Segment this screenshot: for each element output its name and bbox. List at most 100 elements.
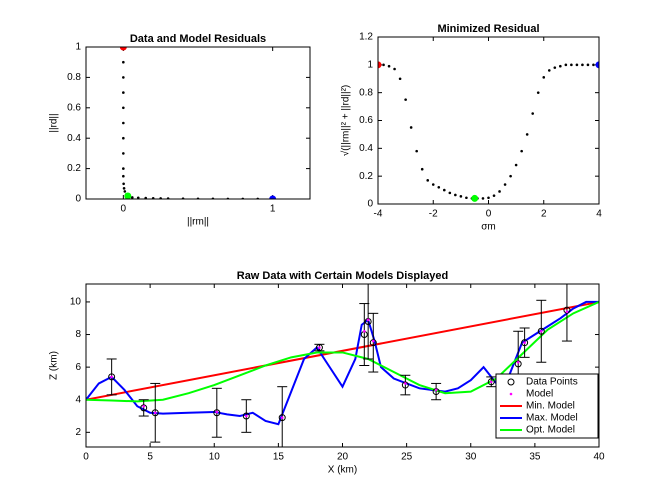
y-tick-label: 0.2	[359, 171, 373, 182]
point	[489, 380, 493, 384]
data-point	[369, 339, 377, 347]
x-tick-label: 4	[596, 209, 602, 220]
y-tick-label: 0.4	[67, 133, 81, 144]
point	[487, 196, 490, 200]
x-tick-label: 25	[401, 452, 413, 463]
data-point	[140, 404, 148, 412]
point	[559, 64, 562, 68]
y-tick-label: 0.6	[67, 102, 81, 113]
point	[123, 190, 127, 193]
x-tick-label: 35	[529, 452, 541, 463]
point	[516, 360, 520, 364]
point	[492, 194, 496, 197]
data-point	[432, 388, 440, 396]
point	[481, 197, 485, 200]
data-point	[278, 414, 286, 422]
y-tick-label: 0	[367, 199, 373, 210]
data-point	[151, 409, 159, 417]
model-line	[86, 300, 599, 401]
point	[318, 346, 321, 349]
model-line	[86, 301, 599, 403]
point	[122, 106, 125, 110]
point	[547, 69, 551, 72]
series-layer	[86, 284, 599, 447]
x-tick-label: -2	[429, 209, 438, 220]
point	[523, 341, 526, 344]
legend-swatch	[507, 378, 515, 386]
point	[122, 174, 125, 178]
x-tick-label: 0	[486, 209, 492, 220]
y-tick-label: 8	[75, 329, 81, 340]
legend-label: Data Points	[526, 377, 578, 388]
chart-title: Raw Data with Certain Models Displayed	[237, 270, 449, 282]
legend-swatch	[509, 392, 513, 396]
y-tick-label: 1	[367, 59, 373, 70]
point	[459, 195, 463, 198]
y-tick-label: 0.2	[67, 163, 81, 174]
point	[371, 339, 375, 343]
legend-label: Model	[526, 389, 553, 400]
point	[426, 179, 430, 182]
x-tick-label: 40	[593, 452, 605, 463]
data-point	[108, 373, 116, 381]
x-tick-label: 0	[121, 204, 127, 215]
point	[420, 167, 424, 171]
x-axis-label: ||rm||	[187, 217, 209, 228]
point	[448, 191, 452, 195]
point	[539, 329, 543, 333]
point	[509, 174, 512, 178]
point	[122, 187, 126, 190]
data-point	[315, 344, 323, 352]
point	[443, 188, 446, 192]
y-axis-label: Z (km)	[49, 351, 60, 380]
point	[122, 182, 125, 186]
legend-label: Opt. Model	[526, 425, 575, 436]
data-point	[537, 327, 545, 335]
y-tick-label: 0.4	[359, 143, 373, 154]
data-point	[242, 412, 250, 420]
data-point	[364, 317, 372, 325]
point	[122, 121, 125, 125]
point	[122, 60, 125, 64]
legend-label: Min. Model	[526, 401, 575, 412]
point	[122, 167, 125, 170]
point	[575, 63, 579, 67]
y-tick-label: 6	[75, 362, 81, 373]
point	[404, 98, 407, 101]
data-point	[487, 378, 495, 386]
point	[363, 329, 366, 333]
y-tick-label: 0.8	[359, 87, 373, 98]
data-point	[213, 409, 221, 417]
y-axis-label: √(||rm||² + ||rd||²)	[340, 85, 352, 157]
series-layer	[378, 61, 599, 202]
point	[592, 63, 595, 67]
x-tick-label: 2	[541, 209, 547, 220]
axes-box	[85, 46, 311, 200]
highlight-point	[119, 47, 127, 51]
data-point	[401, 381, 409, 389]
point	[465, 196, 468, 200]
data-point	[514, 360, 522, 368]
data-point	[521, 339, 529, 347]
point	[542, 76, 546, 79]
highlight-point	[124, 192, 132, 199]
point	[434, 388, 438, 392]
y-tick-label: 10	[70, 297, 82, 308]
point	[136, 196, 140, 199]
y-tick-label: 0	[75, 194, 81, 205]
legend-label: Max. Model	[526, 413, 578, 424]
point	[437, 186, 441, 189]
axes-box	[377, 36, 600, 205]
point	[110, 375, 113, 379]
x-tick-label: 0	[83, 452, 89, 463]
x-tick-label: 10	[209, 452, 221, 463]
highlight-point	[595, 61, 599, 69]
point	[531, 112, 534, 115]
point	[404, 382, 407, 385]
x-tick-label: -4	[374, 209, 383, 220]
chart-title: Data and Model Residuals	[130, 33, 266, 45]
chart-title: Minimized Residual	[437, 23, 539, 35]
highlight-point	[378, 61, 382, 69]
